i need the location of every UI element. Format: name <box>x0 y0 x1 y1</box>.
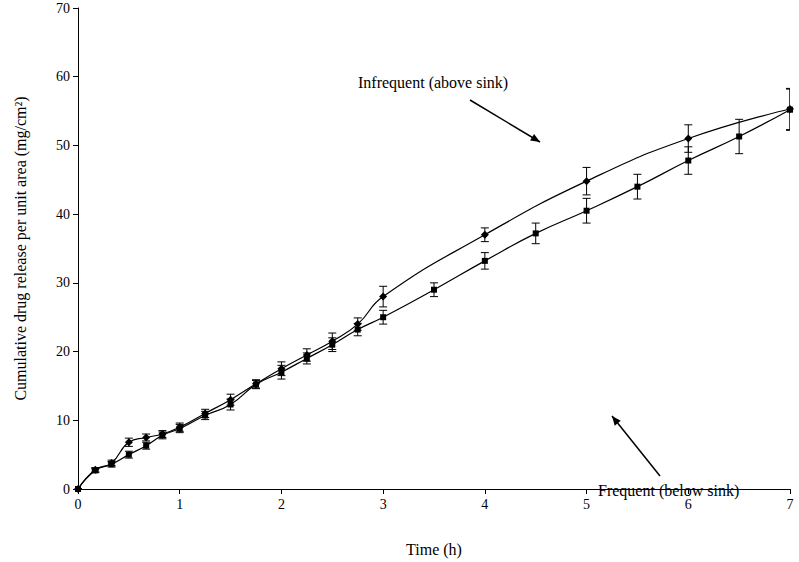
svg-text:7: 7 <box>787 497 794 512</box>
svg-text:Time (h): Time (h) <box>406 541 462 559</box>
svg-text:10: 10 <box>56 413 70 428</box>
svg-text:20: 20 <box>56 344 70 359</box>
svg-text:0: 0 <box>75 497 82 512</box>
svg-text:1: 1 <box>176 497 183 512</box>
svg-text:2: 2 <box>278 497 285 512</box>
svg-text:30: 30 <box>56 275 70 290</box>
svg-text:6: 6 <box>685 497 692 512</box>
svg-text:70: 70 <box>56 1 70 16</box>
svg-text:Cumulative drug release per un: Cumulative drug release per unit area (m… <box>12 96 30 400</box>
svg-text:40: 40 <box>56 207 70 222</box>
svg-text:4: 4 <box>481 497 488 512</box>
svg-text:Infrequent (above sink): Infrequent (above sink) <box>358 74 508 92</box>
svg-text:50: 50 <box>56 138 70 153</box>
svg-text:5: 5 <box>583 497 590 512</box>
svg-text:60: 60 <box>56 69 70 84</box>
svg-text:0: 0 <box>63 482 70 497</box>
svg-text:Frequent (below sink): Frequent (below sink) <box>598 482 739 500</box>
svg-text:3: 3 <box>380 497 387 512</box>
